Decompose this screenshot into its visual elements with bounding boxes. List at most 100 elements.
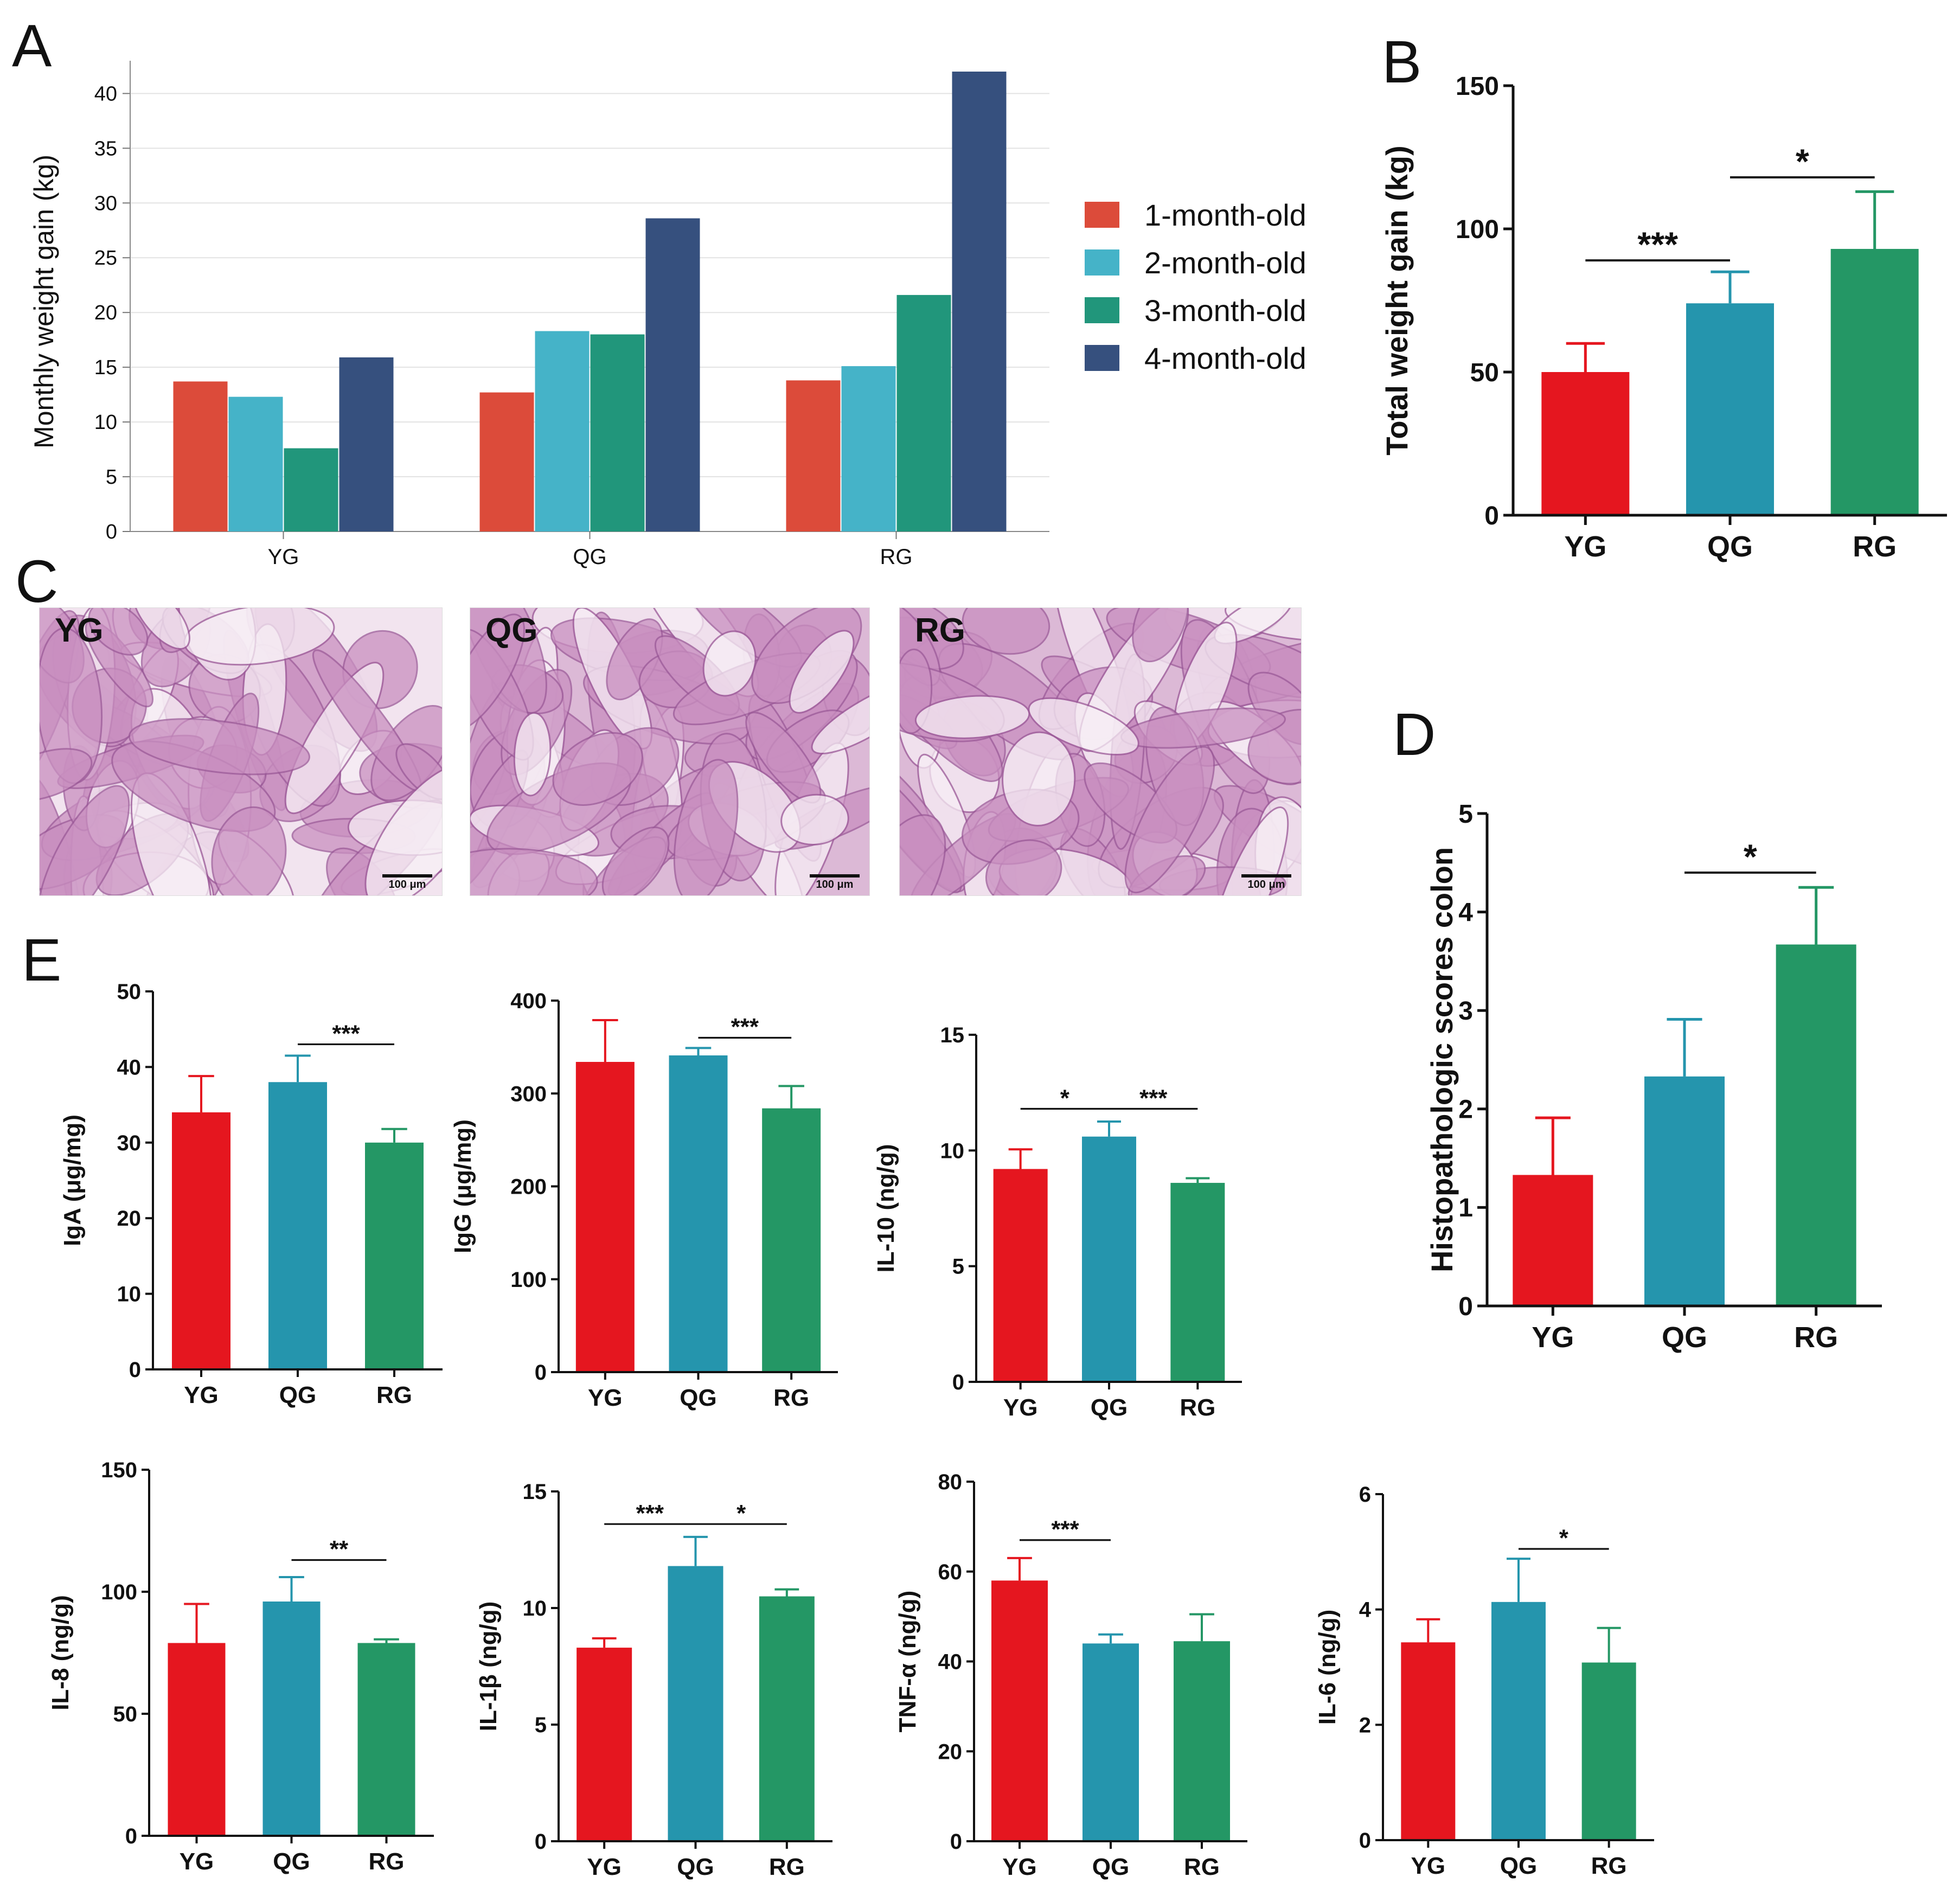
y-tick-label: 50 <box>1470 358 1499 387</box>
legend-swatch <box>1085 249 1119 276</box>
bar-rg <box>357 1643 415 1836</box>
bar-qg <box>1686 303 1774 515</box>
significance-stars: * <box>1796 142 1809 181</box>
bar-qg <box>268 1082 327 1369</box>
y-tick-label: 0 <box>952 1370 964 1394</box>
legend-swatch <box>1085 297 1119 323</box>
y-tick-label: 0 <box>950 1830 962 1854</box>
crypt <box>128 718 310 776</box>
bar-yg-3 <box>284 448 338 531</box>
y-tick-label: 20 <box>117 1207 142 1231</box>
legend-entry: 2-month-old <box>1144 246 1306 280</box>
crypt <box>513 712 552 797</box>
panel-label-c: C <box>15 548 58 615</box>
y-tick-label: 400 <box>510 989 547 1013</box>
significance-stars: * <box>1744 837 1757 876</box>
tissue-texture <box>900 608 1301 895</box>
micrograph-label: YG <box>55 612 104 649</box>
bar-yg-4 <box>339 357 394 531</box>
x-tick-label: QG <box>677 1854 714 1880</box>
x-tick-label: YG <box>1411 1853 1446 1879</box>
bar-yg <box>1401 1642 1456 1840</box>
bar-rg <box>1581 1662 1636 1840</box>
crypt <box>88 608 149 656</box>
x-tick-label: QG <box>1091 1394 1128 1421</box>
bar-rg <box>365 1142 424 1369</box>
significance-stars: * <box>736 1500 746 1527</box>
panel-label-e: E <box>22 927 61 994</box>
bar-yg <box>577 1648 632 1841</box>
y-axis-label: IgG (μg/mg) <box>450 1119 476 1253</box>
y-tick-label: 15 <box>940 1023 965 1047</box>
crypt <box>789 630 855 714</box>
crypt <box>1028 697 1139 756</box>
y-tick-label: 100 <box>1456 215 1499 244</box>
x-tick-label: YG <box>184 1382 219 1408</box>
chart-il6: YG QG RG 0 2 4 6 IL-6 (ng/g) * <box>1314 1483 1654 1879</box>
y-axis-label: IL-1β (ng/g) <box>475 1602 502 1731</box>
x-tick-label: RG <box>1591 1853 1627 1879</box>
bar-rg <box>1170 1183 1225 1382</box>
panel-label-d: D <box>1393 701 1436 768</box>
legend-entry: 1-month-old <box>1144 198 1306 232</box>
x-tick-label: RG <box>369 1848 405 1875</box>
y-tick-label: 100 <box>101 1580 137 1604</box>
scale-bar: 100 μm <box>810 874 860 891</box>
y-tick-label: 2 <box>1359 1713 1371 1737</box>
y-tick-label: 0 <box>535 1830 547 1854</box>
tissue-texture <box>470 608 869 895</box>
bar-rg-2 <box>841 366 896 531</box>
crypt <box>780 793 849 845</box>
chart-iga: YG QG RG 0 10 20 30 40 50 IgA (μg/mg) *** <box>59 980 443 1408</box>
y-tick-label: 4 <box>1458 898 1473 927</box>
bar-qg <box>1644 1076 1725 1306</box>
x-tick-label: QG <box>1092 1854 1129 1880</box>
y-tick-label: 150 <box>1456 72 1499 101</box>
y-tick-label: 10 <box>94 411 117 434</box>
y-axis-label: Total weight gain (kg) <box>1380 145 1414 455</box>
y-tick-label: 100 <box>510 1268 547 1292</box>
legend-entry: 3-month-old <box>1144 293 1306 328</box>
bar-yg <box>1541 372 1630 515</box>
y-axis-label: IL-8 (ng/g) <box>47 1595 74 1711</box>
bar-yg <box>575 1062 635 1372</box>
y-tick-label: 300 <box>510 1082 547 1106</box>
x-tick-label: YG <box>268 545 299 569</box>
bar-qg <box>1083 1643 1139 1841</box>
crypt <box>1132 608 1189 663</box>
y-tick-label: 4 <box>1359 1598 1372 1622</box>
y-tick-label: 2 <box>1458 1096 1473 1124</box>
y-tick-label: 15 <box>523 1480 547 1504</box>
x-tick-label: YG <box>587 1854 622 1880</box>
x-tick-label: QG <box>1662 1321 1707 1354</box>
y-axis-label: Histopathologic scores colon <box>1425 847 1459 1272</box>
y-tick-label: 5 <box>952 1255 964 1279</box>
y-axis-label: IL-6 (ng/g) <box>1314 1610 1341 1725</box>
y-tick-label: 25 <box>94 247 117 270</box>
x-tick-label: YG <box>1564 530 1606 563</box>
chart-tnfa: YG QG RG 0 20 40 60 80 TNF-α (ng/g) *** <box>894 1470 1247 1880</box>
tissue-texture <box>40 608 442 895</box>
crypt <box>811 681 869 755</box>
significance-stars: * <box>1559 1525 1569 1552</box>
crypt <box>985 839 1062 895</box>
bar-yg <box>993 1169 1048 1382</box>
bar-yg <box>1513 1175 1593 1306</box>
x-tick-label: RG <box>769 1854 805 1880</box>
scale-bar-label: 100 μm <box>1247 879 1285 891</box>
y-tick-label: 0 <box>535 1361 547 1385</box>
crypt <box>470 613 526 731</box>
y-tick-label: 3 <box>1458 997 1473 1026</box>
significance-stars: *** <box>1139 1085 1168 1111</box>
y-tick-label: 20 <box>938 1740 963 1764</box>
bar-yg <box>172 1112 230 1369</box>
significance-stars: * <box>1060 1085 1070 1111</box>
x-tick-label: RG <box>376 1382 412 1408</box>
x-tick-label: YG <box>1002 1854 1037 1880</box>
x-tick-label: QG <box>680 1385 716 1411</box>
crypt <box>552 732 643 806</box>
significance-stars: ** <box>330 1536 349 1562</box>
bar-qg <box>668 1566 723 1841</box>
y-tick-label: 30 <box>94 192 117 215</box>
